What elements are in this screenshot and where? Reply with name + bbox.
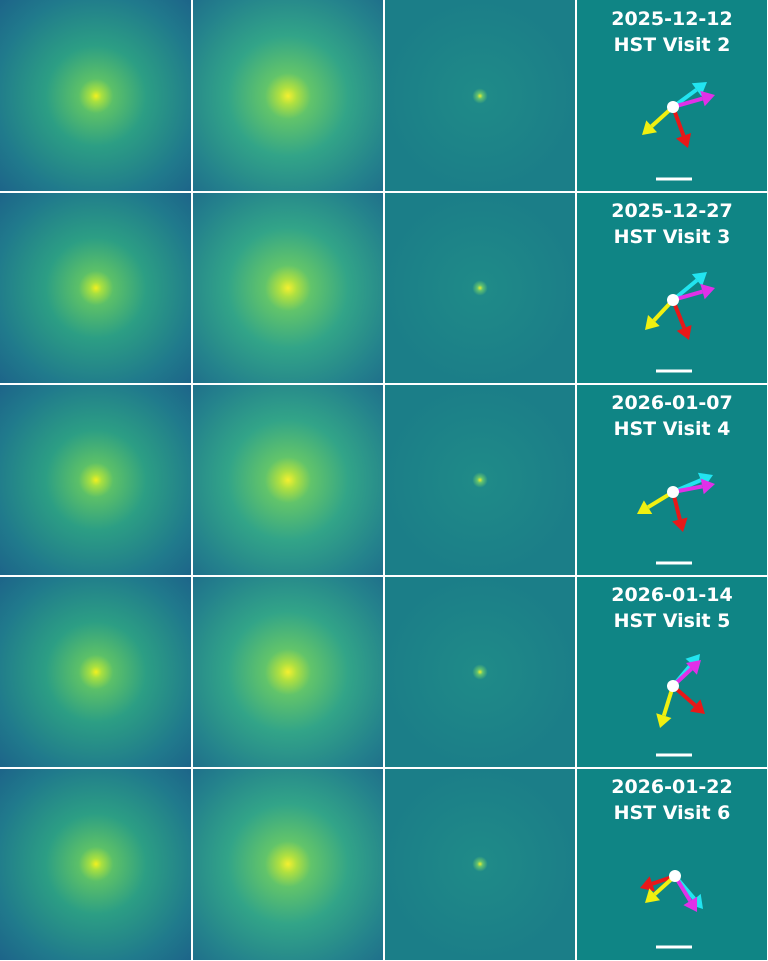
arrow-head [676, 133, 692, 148]
arrow-head [672, 517, 688, 532]
image-panel [384, 576, 576, 768]
arrow-head [676, 324, 692, 340]
date-label: 2025-12-12 [611, 8, 733, 30]
arrow-head [686, 660, 701, 675]
date-label: 2026-01-07 [611, 392, 733, 414]
arrow-head [700, 478, 715, 495]
arrow-head [645, 888, 661, 903]
image-panel [192, 576, 384, 768]
arrow-head [691, 82, 707, 97]
visit-label: HST Visit 4 [614, 418, 731, 440]
image-panel [0, 192, 192, 384]
image-panel [192, 0, 384, 192]
label-panel [576, 192, 768, 384]
arrow-head [640, 876, 655, 892]
label-panel [576, 384, 768, 576]
image-panel [0, 384, 192, 576]
arrow-head [656, 713, 672, 728]
arrow-head [689, 699, 705, 714]
visit-label: HST Visit 5 [614, 610, 731, 632]
origin-dot [669, 870, 681, 882]
image-panel [384, 768, 576, 960]
image-panel [384, 192, 576, 384]
origin-dot [667, 486, 679, 498]
visit-label: HST Visit 6 [614, 802, 731, 824]
origin-dot [667, 101, 679, 113]
image-panel [0, 576, 192, 768]
arrow-head [697, 472, 713, 488]
image-panel [384, 0, 576, 192]
image-panel [192, 192, 384, 384]
arrow-head [683, 896, 698, 912]
label-panel [576, 0, 768, 192]
origin-dot [667, 680, 679, 692]
image-panel [0, 0, 192, 192]
date-label: 2026-01-14 [611, 584, 733, 606]
arrow-head [645, 315, 660, 330]
origin-dot [667, 294, 679, 306]
image-panel [192, 384, 384, 576]
arrow-head [700, 90, 715, 107]
label-panel [576, 768, 768, 960]
arrow-head [637, 500, 653, 515]
image-panel [0, 768, 192, 960]
date-label: 2026-01-22 [611, 776, 733, 798]
image-panel [192, 768, 384, 960]
image-panel [384, 384, 576, 576]
date-label: 2025-12-27 [611, 200, 733, 222]
arrow-head [642, 120, 658, 135]
visit-label: HST Visit 3 [614, 226, 731, 248]
label-panel [576, 576, 768, 768]
arrow-head [691, 272, 707, 287]
visit-label: HST Visit 2 [614, 34, 731, 56]
arrow-head [700, 283, 715, 300]
